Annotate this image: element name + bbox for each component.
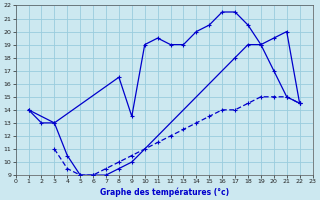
X-axis label: Graphe des températures (°c): Graphe des températures (°c) [100, 187, 229, 197]
